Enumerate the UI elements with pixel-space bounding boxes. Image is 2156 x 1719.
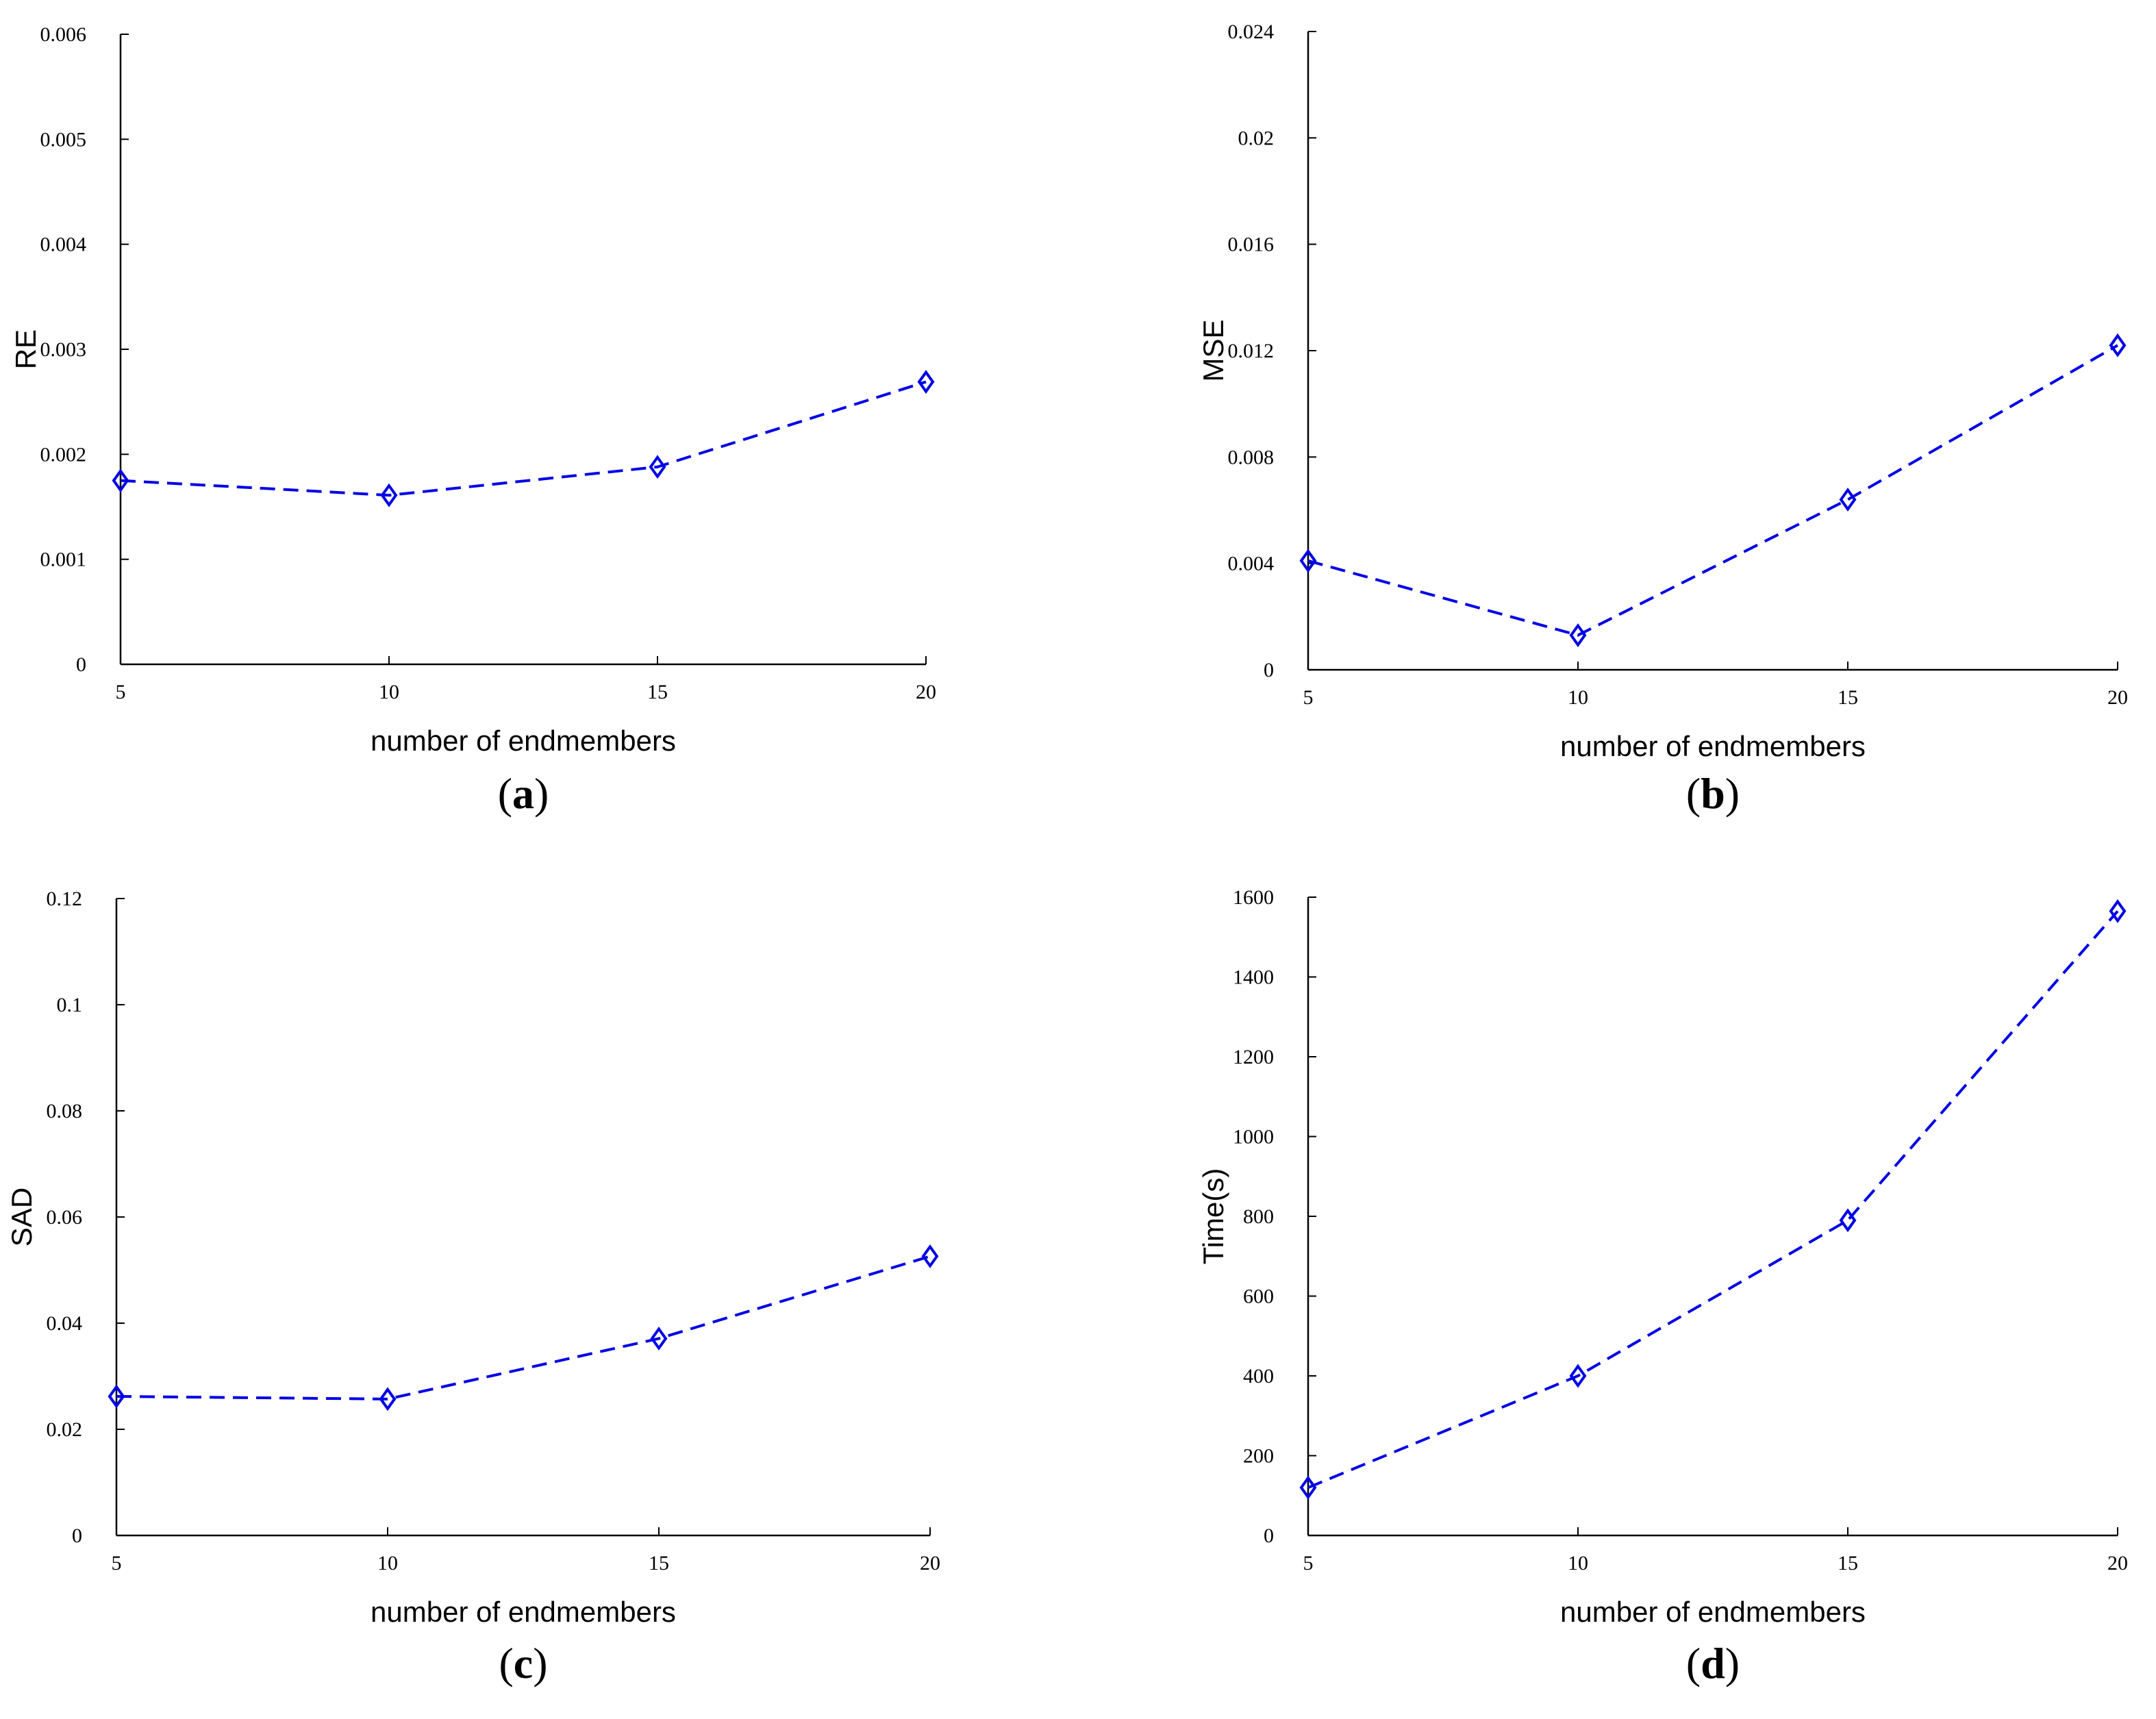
data-point xyxy=(108,1384,125,1409)
data-point xyxy=(650,1327,668,1351)
y-tick-label: 0.003 xyxy=(40,338,87,361)
chart-panel-a: 0 0.001 0.002 0.003 0.004 0.005 0.006 5 10 15 20 nu… xyxy=(10,23,936,818)
panel-label-open-paren: ( xyxy=(499,1639,513,1687)
y-axis-title: RE xyxy=(10,329,42,369)
x-tick-label: 10 xyxy=(1568,686,1588,709)
y-tick-label: 0.08 xyxy=(47,1100,83,1122)
y-tick-label: 0.02 xyxy=(1238,127,1275,149)
panel-label-letter: b xyxy=(1701,769,1725,818)
x-axis-title: number of endmembers xyxy=(1560,1596,1866,1628)
panel-label: (c) xyxy=(499,1639,547,1687)
data-point xyxy=(1299,549,1317,573)
panel-label-open-paren: ( xyxy=(1686,769,1701,818)
x-tick-label: 15 xyxy=(647,681,668,703)
x-tick-label: 10 xyxy=(1568,1552,1588,1574)
y-axis-title: SAD xyxy=(5,1188,38,1246)
data-point xyxy=(2109,899,2127,923)
chart-panel-b: 0 0.004 0.008 0.012 0.016 0.02 0.024 5 10 15 20 num… xyxy=(1197,21,2128,818)
y-tick-label: 0.012 xyxy=(1228,340,1275,362)
series-line xyxy=(116,1255,931,1401)
panel-label-letter: a xyxy=(512,769,534,818)
panel-label-letter: c xyxy=(514,1639,533,1687)
data-point xyxy=(380,483,398,507)
y-tick-label: 0.02 xyxy=(47,1418,83,1441)
data-point xyxy=(649,455,666,479)
data-point xyxy=(1569,623,1587,647)
x-tick-label: 10 xyxy=(377,1552,398,1574)
panel-label: (b) xyxy=(1686,769,1740,818)
panel-label-close-paren: ) xyxy=(534,769,549,818)
y-tick-label: 1000 xyxy=(1233,1126,1274,1149)
data-point xyxy=(1299,1475,1317,1500)
y-tick-label: 0.016 xyxy=(1228,234,1275,256)
y-tick-label: 0 xyxy=(76,653,86,676)
data-point xyxy=(917,370,935,394)
y-tick-label: 0 xyxy=(72,1524,82,1547)
x-tick-label: 5 xyxy=(116,681,126,703)
x-axis-title: number of endmembers xyxy=(371,725,676,757)
y-tick-label: 0.004 xyxy=(40,234,87,256)
x-tick-label: 10 xyxy=(379,681,399,703)
x-tick-label: 5 xyxy=(112,1552,122,1574)
y-tick-label: 0.008 xyxy=(1228,446,1275,468)
y-tick-label: 1400 xyxy=(1233,966,1274,989)
data-point xyxy=(2109,333,2127,357)
chart-panel-d: 0 200 400 600 800 1000 1200 1400 1600 5 10 15 20 numb… xyxy=(1197,886,2128,1687)
y-tick-label: 0.004 xyxy=(1228,553,1275,575)
panel-label-letter: d xyxy=(1701,1639,1725,1687)
y-tick-label: 0.006 xyxy=(40,23,87,46)
series-line xyxy=(1307,344,2118,637)
x-axis-title: number of endmembers xyxy=(1560,730,1866,762)
y-tick-label: 0.002 xyxy=(40,443,87,466)
panel-label-close-paren: ) xyxy=(1725,1639,1740,1687)
x-axis-title: number of endmembers xyxy=(371,1596,676,1628)
x-tick-label: 20 xyxy=(2107,1552,2128,1574)
y-tick-label: 800 xyxy=(1243,1205,1274,1228)
panel-label: (d) xyxy=(1686,1639,1740,1687)
x-tick-label: 15 xyxy=(1838,686,1858,709)
y-tick-label: 600 xyxy=(1243,1285,1274,1308)
x-tick-label: 15 xyxy=(1838,1552,1858,1574)
data-point xyxy=(921,1244,939,1268)
y-tick-label: 0.1 xyxy=(57,994,83,1016)
y-tick-label: 0.06 xyxy=(47,1206,83,1229)
y-tick-label: 1600 xyxy=(1233,886,1274,909)
panel-label-open-paren: ( xyxy=(498,769,512,818)
panel-label: (a) xyxy=(498,769,549,818)
series-line xyxy=(1307,910,2119,1489)
y-tick-label: 200 xyxy=(1243,1445,1274,1468)
x-tick-label: 20 xyxy=(920,1552,940,1574)
data-point xyxy=(112,468,129,493)
x-tick-label: 15 xyxy=(649,1552,669,1574)
y-tick-label: 0 xyxy=(1264,1524,1274,1547)
y-tick-label: 1200 xyxy=(1233,1046,1274,1068)
y-tick-label: 0.001 xyxy=(40,549,87,571)
data-point xyxy=(1569,1364,1587,1388)
x-tick-label: 20 xyxy=(916,681,936,703)
y-tick-label: 0.04 xyxy=(47,1312,83,1335)
y-tick-label: 0.005 xyxy=(40,128,87,151)
x-tick-label: 5 xyxy=(1303,686,1314,709)
panel-label-close-paren: ) xyxy=(1725,769,1740,818)
x-tick-label: 5 xyxy=(1303,1552,1314,1574)
y-tick-label: 0 xyxy=(1264,659,1274,681)
data-point xyxy=(1839,488,1857,512)
y-axis-title: MSE xyxy=(1197,319,1229,381)
y-tick-label: 0.12 xyxy=(47,888,83,910)
y-tick-label: 0.024 xyxy=(1228,21,1275,43)
y-tick-label: 400 xyxy=(1243,1365,1274,1388)
x-tick-label: 20 xyxy=(2107,686,2128,709)
series-line xyxy=(120,380,927,497)
data-point xyxy=(379,1387,397,1411)
panel-label-close-paren: ) xyxy=(533,1639,547,1687)
data-point xyxy=(1839,1208,1857,1233)
chart-panel-c: 0 0.02 0.04 0.06 0.08 0.1 0.12 5 10 15 20 number of… xyxy=(5,888,940,1687)
y-axis-title: Time(s) xyxy=(1197,1168,1229,1265)
panel-label-open-paren: ( xyxy=(1686,1639,1701,1687)
